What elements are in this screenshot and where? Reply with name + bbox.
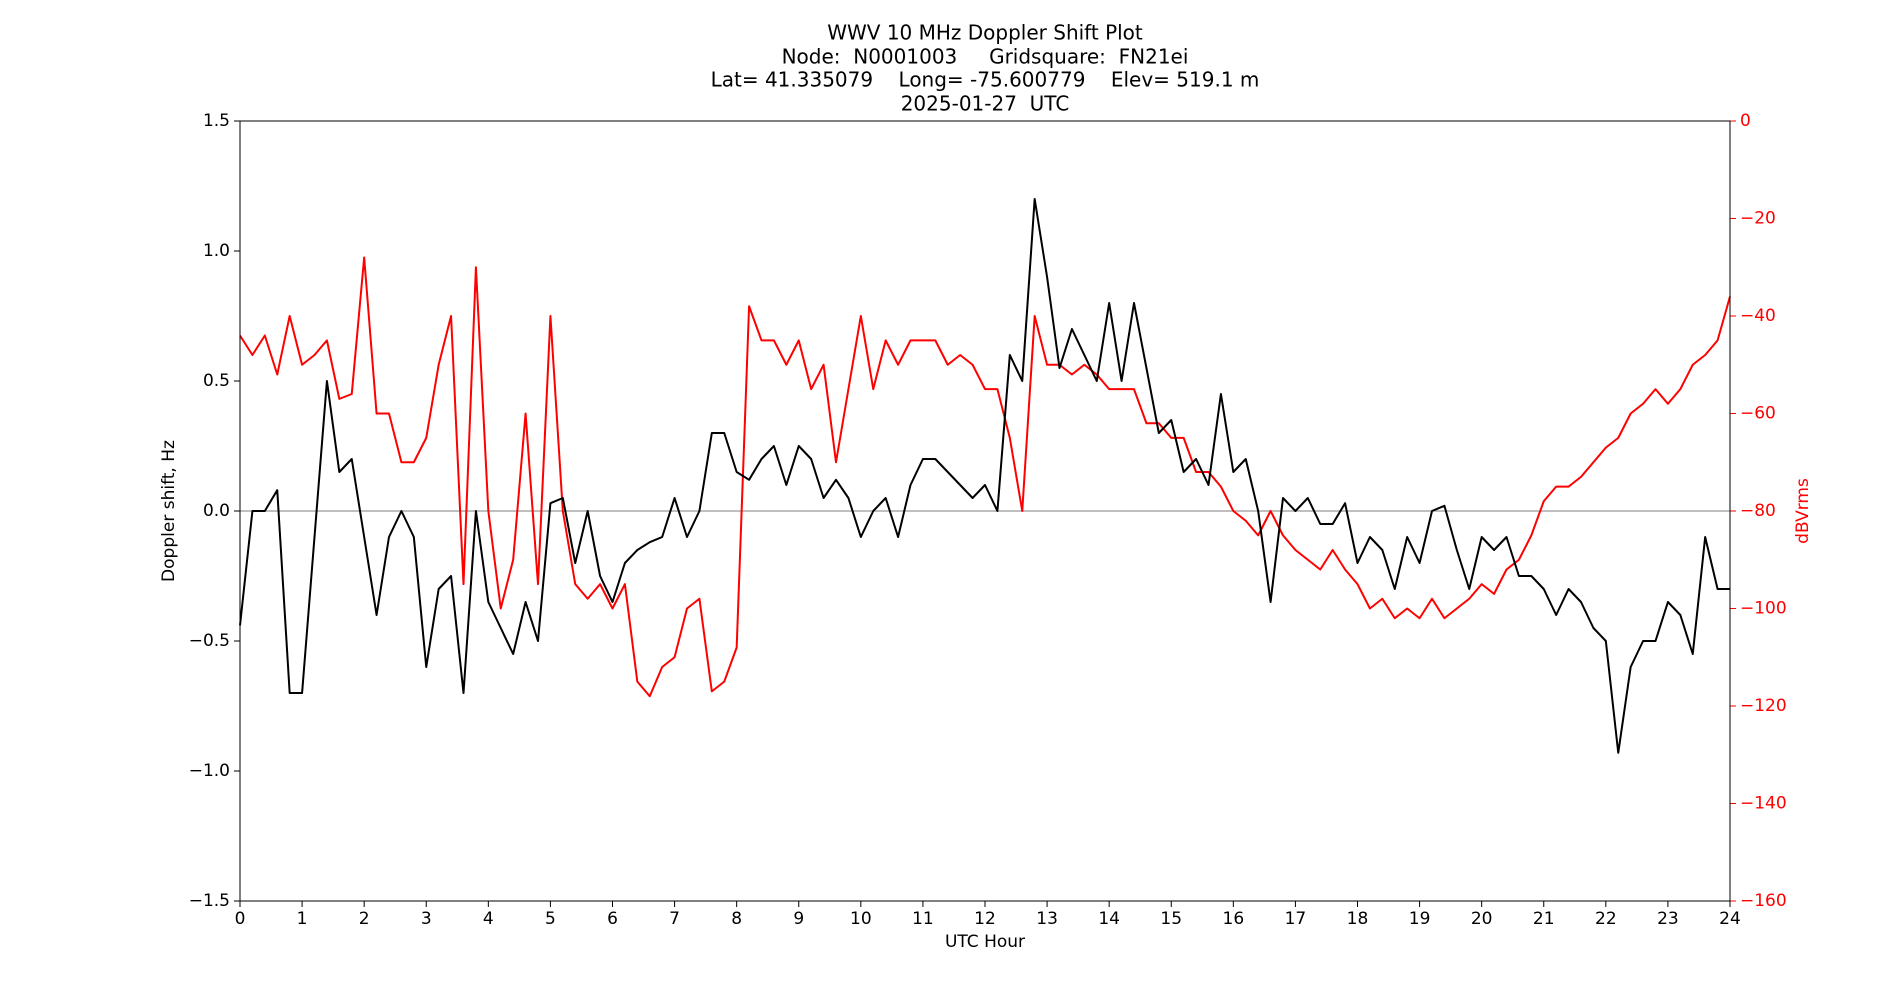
x-tick-label: 22 xyxy=(1595,909,1617,929)
x-tick-label: 15 xyxy=(1160,909,1182,929)
y-tick-label: 1.0 xyxy=(203,241,230,261)
x-tick-label: 2 xyxy=(359,909,370,929)
y2-tick-label: −20 xyxy=(1740,209,1776,229)
y-tick-label: −1.0 xyxy=(189,761,230,781)
y2-tick-label: −160 xyxy=(1740,891,1787,911)
x-tick-label: 17 xyxy=(1285,909,1307,929)
series-line xyxy=(239,256,1731,698)
x-tick-label: 12 xyxy=(974,909,996,929)
x-tick-label: 21 xyxy=(1533,909,1555,929)
x-tick-label: 3 xyxy=(421,909,432,929)
y-tick-label: 0.5 xyxy=(203,371,230,391)
x-tick-label: 11 xyxy=(912,909,934,929)
x-tick-label: 5 xyxy=(545,909,556,929)
x-tick-label: 18 xyxy=(1347,909,1369,929)
chart-subtitle: 2025-01-27 UTC xyxy=(901,92,1070,116)
y2-tick-label: −120 xyxy=(1740,696,1787,716)
y-tick-label: 0.0 xyxy=(203,501,230,521)
x-tick-label: 19 xyxy=(1409,909,1431,929)
x-tick-label: 10 xyxy=(850,909,872,929)
x-tick-label: 14 xyxy=(1098,909,1120,929)
y2-tick-label: 0 xyxy=(1740,111,1751,131)
y-axis-label: Doppler shift, Hz xyxy=(159,440,179,582)
x-tick-label: 0 xyxy=(235,909,246,929)
x-tick-label: 16 xyxy=(1223,909,1245,929)
y-tick-label: 1.5 xyxy=(203,111,230,131)
x-tick-label: 9 xyxy=(793,909,804,929)
x-tick-label: 23 xyxy=(1657,909,1679,929)
x-tick-label: 7 xyxy=(669,909,680,929)
y2-tick-label: −80 xyxy=(1740,501,1776,521)
chart-subtitle: Node: N0001003 Gridsquare: FN21ei xyxy=(782,45,1189,69)
x-tick-label: 13 xyxy=(1036,909,1058,929)
chart-subtitle: Lat= 41.335079 Long= -75.600779 Elev= 51… xyxy=(711,68,1260,92)
y2-tick-label: −140 xyxy=(1740,794,1787,814)
x-tick-label: 20 xyxy=(1471,909,1493,929)
x-tick-label: 24 xyxy=(1719,909,1741,929)
x-axis-label: UTC Hour xyxy=(945,932,1025,952)
y-tick-label: −1.5 xyxy=(189,891,230,911)
x-tick-label: 6 xyxy=(607,909,618,929)
y2-tick-label: −60 xyxy=(1740,404,1776,424)
series-line xyxy=(239,198,1730,754)
y2-axis-label: dBVrms xyxy=(1793,478,1813,544)
y-tick-label: −0.5 xyxy=(189,631,230,651)
chart-title: WWV 10 MHz Doppler Shift Plot xyxy=(827,21,1143,45)
y2-tick-label: −40 xyxy=(1740,306,1776,326)
x-tick-label: 1 xyxy=(297,909,308,929)
y2-tick-label: −100 xyxy=(1740,599,1787,619)
x-tick-label: 8 xyxy=(731,909,742,929)
x-tick-label: 4 xyxy=(483,909,494,929)
